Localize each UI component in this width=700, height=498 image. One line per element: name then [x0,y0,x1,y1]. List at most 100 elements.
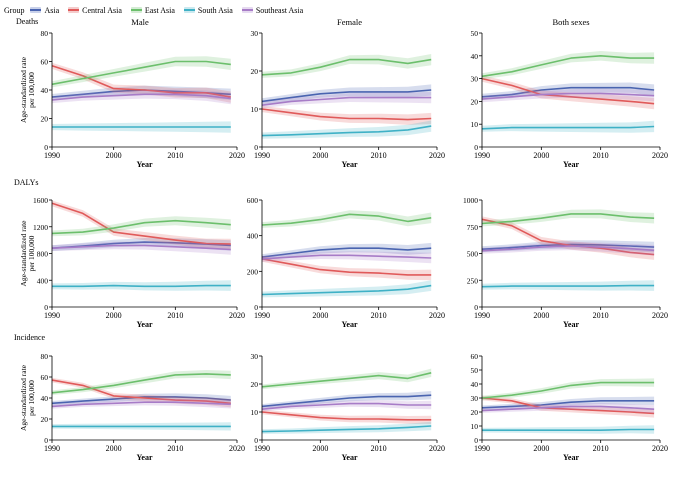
panel-9-line-asia [481,399,655,409]
panel-5-ytick-label-600: 600 [247,196,259,205]
panel-4-ytick-label-1200: 1200 [33,223,48,232]
panel-8-line-east-asia [261,372,432,388]
panel-1-ylabel-line2: per 100,000 [27,72,36,108]
panel-4-line-south-asia [52,284,231,288]
panel-9-line-central-asia [481,397,655,415]
panel-2-title: Female [337,17,362,27]
panel-3-line-southeast-asia [481,92,655,100]
panel-7-xtick-label-2020: 2020 [229,444,245,453]
panel-4-xlabel: Year [137,320,153,329]
panel-2: 1990 2000 2010 2020 0 10 20 30 Year Female [251,17,446,169]
panel-1-ytick-label-80: 80 [41,29,49,38]
panel-7-band-southeast-asia [52,398,231,409]
panel-8-xtick-label-2000: 2000 [312,444,328,453]
panel-5-line-east-asia [261,213,432,226]
panel-4-ytick-label-1600: 1600 [33,196,48,205]
panel-2-ytick-label-20: 20 [251,67,259,76]
panel-1-ylabel-line1: Age-standardized rate [19,56,28,123]
panel-7-line-southeast-asia [51,401,231,408]
panel-1-line-east-asia [51,60,231,86]
panel-3-line-central-asia [481,77,655,105]
panel-2-ytick-label-10: 10 [251,105,259,114]
panel-5-xtick-label-2010: 2010 [371,311,387,320]
panel-8-line-southeast-asia [261,402,432,410]
panel-8: 1990 2000 2010 2020 0 10 20 30 Year [251,352,446,462]
panel-8-line-central-asia [261,411,432,421]
panel-1-xtick-label-2010: 2010 [167,151,183,160]
panel-5: 1990 2000 2010 2020 0 200 400 600 Year [247,196,445,329]
panel-5-line-central-asia [261,258,432,276]
legend-swatch-southeast-asia [241,7,253,13]
panel-8-xlabel: Year [342,453,358,462]
legend-label-asia: Asia [44,5,60,15]
panel-3-band-southeast-asia [482,88,655,103]
panel-2-band-central-asia [262,105,432,125]
panel-5-xtick-label-1990: 1990 [254,311,270,320]
panel-3-line-south-asia [481,125,655,130]
panel-9: 1990 2000 2010 2020 0 10 20 30 40 50 60 Year [471,352,669,462]
panel-9-ytick-label-40: 40 [471,380,479,389]
panel-1-xlabel: Year [137,160,153,169]
panel-5-xtick-label-2000: 2000 [312,311,328,320]
panel-4-ytick-label-400: 400 [37,276,49,285]
legend-item-east-asia: East Asia [130,6,175,15]
legend-label-southeast-asia: Southeast Asia [255,5,304,15]
panel-3-line-east-asia [481,54,655,78]
panel-2-xtick-label-2020: 2020 [429,151,445,160]
panel-7-ytick-label-40: 40 [41,394,49,403]
panel-7-ylabel: Age-standardized rateper 100,000 [19,364,36,431]
panel-7-line-asia [51,396,231,405]
panel-7-ytick-label-0: 0 [44,436,48,445]
panel-7-line-central-asia [51,379,231,405]
legend-item-southeast-asia: Southeast Asia [241,5,304,15]
panel-4: 1990 2000 2010 2020 0 400 800 1200 1600 Year Age-s… [19,196,245,329]
panel-2-line-south-asia [261,125,432,137]
panel-1-ytick-label-0: 0 [44,143,48,152]
panel-3-ytick-label-30: 30 [471,75,479,84]
panel-6-ytick-label-500: 500 [467,250,479,259]
panel-5-ytick-label-200: 200 [247,267,259,276]
row-label-deaths: Deaths [16,17,39,26]
legend-swatch-south-asia [183,7,195,13]
panel-7-xtick-label-2010: 2010 [167,444,183,453]
panel-6-ytick-label-1000: 1000 [463,196,478,205]
panel-8-ytick-label-10: 10 [251,408,259,417]
panel-1-ytick-label-60: 60 [41,58,49,67]
panel-6-ytick-label-750: 750 [467,223,479,232]
legend-item-central-asia: Central Asia [68,6,122,15]
panel-6-line-east-asia [481,213,655,225]
panel-3-line-asia [481,86,655,98]
panel-7-xtick-label-1990: 1990 [44,444,60,453]
panel-8-line-asia [261,394,432,408]
panel-6-line-asia [481,243,655,250]
row-label-incidence: Incidence [14,333,46,342]
panel-6-line-southeast-asia [481,245,655,252]
panel-4-band-southeast-asia [52,241,231,255]
panel-8-xtick-label-1990: 1990 [254,444,270,453]
panel-9-line-south-asia [482,428,655,432]
panel-5-xtick-label-2020: 2020 [429,311,445,320]
legend-title: Group [4,5,25,15]
panel-5-ytick-label-0: 0 [254,303,258,312]
panel-7-ytick-label-20: 20 [41,415,49,424]
panel-8-ytick-label-20: 20 [251,380,259,389]
panel-9-band-asia [482,396,655,411]
panel-6-ytick-label-0: 0 [474,303,478,312]
panel-8-band-southeast-asia [262,400,432,412]
panel-3-xtick-label-1990: 1990 [474,151,490,160]
panel-9-ytick-label-30: 30 [471,394,479,403]
panel-3: 1990 2000 2010 2020 0 10 20 30 40 50 Year Both sexe… [471,17,669,169]
panel-1-band-east-asia [52,56,231,88]
panel-2-line-asia [261,89,432,103]
panel-8-xtick-label-2010: 2010 [371,444,387,453]
panel-4-ytick-label-800: 800 [37,250,49,259]
panel-4-xtick-label-2000: 2000 [106,311,122,320]
row-label-dalys: DALYs [14,178,39,187]
panel-3-ytick-label-0: 0 [474,143,478,152]
panel-2-line-central-asia [261,108,432,121]
panel-6: 1990 2000 2010 2020 0 250 500 750 1000 Year [463,196,668,329]
panel-9-ytick-label-60: 60 [471,352,479,361]
panel-4-band-central-asia [52,200,231,250]
panel-4-xtick-label-2020: 2020 [229,311,245,320]
